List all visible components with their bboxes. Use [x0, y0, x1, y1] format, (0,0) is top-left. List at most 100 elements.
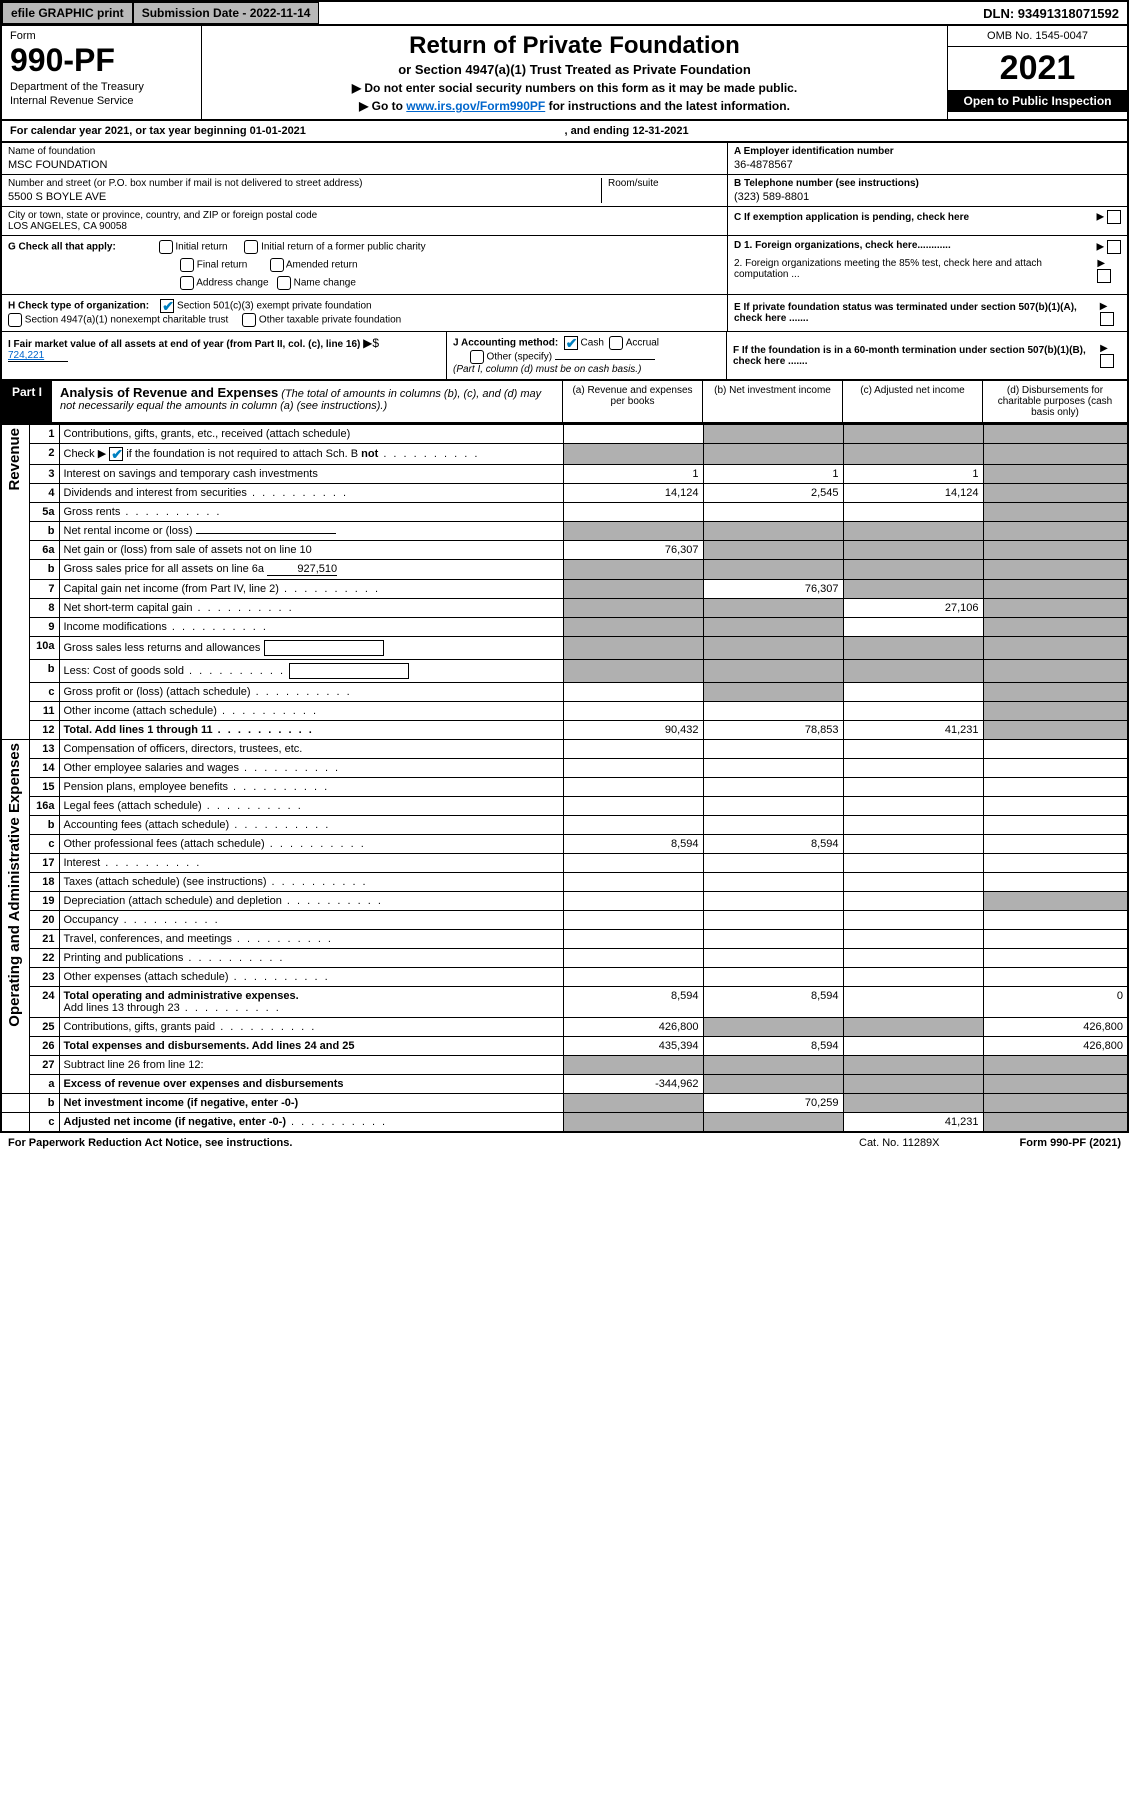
table-row: 3 Interest on savings and temporary cash… [1, 465, 1128, 484]
j-other: Other (specify) [486, 352, 552, 363]
g-address-checkbox[interactable] [180, 276, 194, 290]
line-num: 22 [29, 949, 59, 968]
submission-date: Submission Date - 2022-11-14 [133, 2, 320, 24]
table-row: 15Pension plans, employee benefits [1, 778, 1128, 797]
line-num: c [29, 683, 59, 702]
cell-3b: 1 [703, 465, 843, 484]
schb-checkbox[interactable] [109, 447, 123, 461]
line-desc: Total operating and administrative expen… [59, 987, 563, 1018]
line-num: 9 [29, 618, 59, 637]
table-row: 11 Other income (attach schedule) [1, 702, 1128, 721]
g-name-checkbox[interactable] [277, 276, 291, 290]
e-section: E If private foundation status was termi… [727, 295, 1127, 331]
address-cell: Number and street (or P.O. box number if… [2, 175, 727, 207]
line-num: 24 [29, 987, 59, 1018]
room-label: Room/suite [601, 178, 721, 203]
line-desc: Dividends and interest from securities [59, 484, 563, 503]
c-cell: C If exemption application is pending, c… [728, 207, 1127, 227]
c-label: C If exemption application is pending, c… [734, 212, 969, 223]
line-num: 14 [29, 759, 59, 778]
cell-24d: 0 [983, 987, 1128, 1018]
h-501c3-checkbox[interactable] [160, 299, 174, 313]
h-other-checkbox[interactable] [242, 313, 256, 327]
table-row: Operating and Administrative Expenses 13… [1, 740, 1128, 759]
line-num: 19 [29, 892, 59, 911]
line-desc: Net gain or (loss) from sale of assets n… [59, 541, 563, 560]
j-cash: Cash [581, 338, 604, 349]
e-checkbox[interactable] [1100, 312, 1114, 326]
line-desc: Gross sales less returns and allowances [59, 637, 563, 660]
f-checkbox[interactable] [1100, 354, 1114, 368]
name-label: Name of foundation [8, 146, 721, 157]
table-row: 23Other expenses (attach schedule) [1, 968, 1128, 987]
j-accrual-checkbox[interactable] [609, 336, 623, 350]
h-o1: Section 501(c)(3) exempt private foundat… [177, 301, 372, 312]
g-amended-checkbox[interactable] [270, 258, 284, 272]
j-cash-checkbox[interactable] [564, 336, 578, 350]
form-id-block: Form 990-PF Department of the Treasury I… [2, 26, 202, 119]
cell-16ca: 8,594 [563, 835, 703, 854]
part1-table: Revenue 1 Contributions, gifts, grants, … [0, 424, 1129, 1133]
table-row: 22Printing and publications [1, 949, 1128, 968]
calendar-year-row: For calendar year 2021, or tax year begi… [0, 121, 1129, 143]
d1-checkbox[interactable] [1107, 240, 1121, 254]
d1-label: D 1. Foreign organizations, check here..… [734, 240, 951, 254]
line-num: 3 [29, 465, 59, 484]
cell-12a: 90,432 [563, 721, 703, 740]
line-desc: Interest [59, 854, 563, 873]
j-other-checkbox[interactable] [470, 350, 484, 364]
table-row: 12 Total. Add lines 1 through 11 90,432 … [1, 721, 1128, 740]
table-row: bNet investment income (if negative, ent… [1, 1094, 1128, 1113]
g-final-checkbox[interactable] [180, 258, 194, 272]
ein-value: 36-4878567 [734, 159, 1121, 171]
line-desc: Other income (attach schedule) [59, 702, 563, 721]
cell-3a: 1 [563, 465, 703, 484]
efile-button[interactable]: efile GRAPHIC print [2, 2, 133, 24]
cell-7b: 76,307 [703, 580, 843, 599]
line-num: 4 [29, 484, 59, 503]
table-row: 20Occupancy [1, 911, 1128, 930]
d2-checkbox[interactable] [1097, 269, 1111, 283]
form-title-block: Return of Private Foundation or Section … [202, 26, 947, 119]
i-j-f-row: I Fair market value of all assets at end… [0, 332, 1129, 381]
table-row: 18Taxes (attach schedule) (see instructi… [1, 873, 1128, 892]
j-section: J Accounting method: Cash Accrual Other … [447, 332, 727, 379]
d2-label: 2. Foreign organizations meeting the 85%… [734, 258, 1097, 283]
table-row: cOther professional fees (attach schedul… [1, 835, 1128, 854]
phone-label: B Telephone number (see instructions) [734, 178, 1121, 189]
h-label: H Check type of organization: [8, 301, 149, 312]
table-row: 5a Gross rents [1, 503, 1128, 522]
line-num: 16a [29, 797, 59, 816]
g-initial-former-checkbox[interactable] [244, 240, 258, 254]
line-desc: Depreciation (attach schedule) and deple… [59, 892, 563, 911]
cell-24a: 8,594 [563, 987, 703, 1018]
table-row: 19Depreciation (attach schedule) and dep… [1, 892, 1128, 911]
line-desc: Excess of revenue over expenses and disb… [59, 1075, 563, 1094]
h-4947-checkbox[interactable] [8, 313, 22, 327]
table-row: 25Contributions, gifts, grants paid426,8… [1, 1018, 1128, 1037]
year-block: OMB No. 1545-0047 2021 Open to Public In… [947, 26, 1127, 119]
h-section: H Check type of organization: Section 50… [2, 295, 727, 331]
irs-link[interactable]: www.irs.gov/Form990PF [406, 99, 545, 113]
line-desc: Printing and publications [59, 949, 563, 968]
table-row: b Gross sales price for all assets on li… [1, 560, 1128, 580]
cell-16cb: 8,594 [703, 835, 843, 854]
line-desc: Taxes (attach schedule) (see instruction… [59, 873, 563, 892]
table-row: c Gross profit or (loss) (attach schedul… [1, 683, 1128, 702]
part1-label: Part I [2, 381, 52, 422]
catalog-number: Cat. No. 11289X [859, 1137, 940, 1149]
line-desc: Gross sales price for all assets on line… [59, 560, 563, 580]
c-checkbox[interactable] [1107, 210, 1121, 224]
cell-12b: 78,853 [703, 721, 843, 740]
g-o5: Address change [196, 278, 268, 289]
table-row: b Net rental income or (loss) [1, 522, 1128, 541]
g-d-row: G Check all that apply: Initial return I… [0, 236, 1129, 295]
table-row: 27Subtract line 26 from line 12: [1, 1056, 1128, 1075]
pra-notice: For Paperwork Reduction Act Notice, see … [8, 1137, 292, 1149]
f-section: F If the foundation is in a 60-month ter… [727, 332, 1127, 379]
i-value-link[interactable]: 724,221 [8, 350, 68, 362]
g-initial-checkbox[interactable] [159, 240, 173, 254]
h-e-row: H Check type of organization: Section 50… [0, 295, 1129, 332]
g-o4: Amended return [286, 260, 358, 271]
line-num: c [29, 1113, 59, 1133]
